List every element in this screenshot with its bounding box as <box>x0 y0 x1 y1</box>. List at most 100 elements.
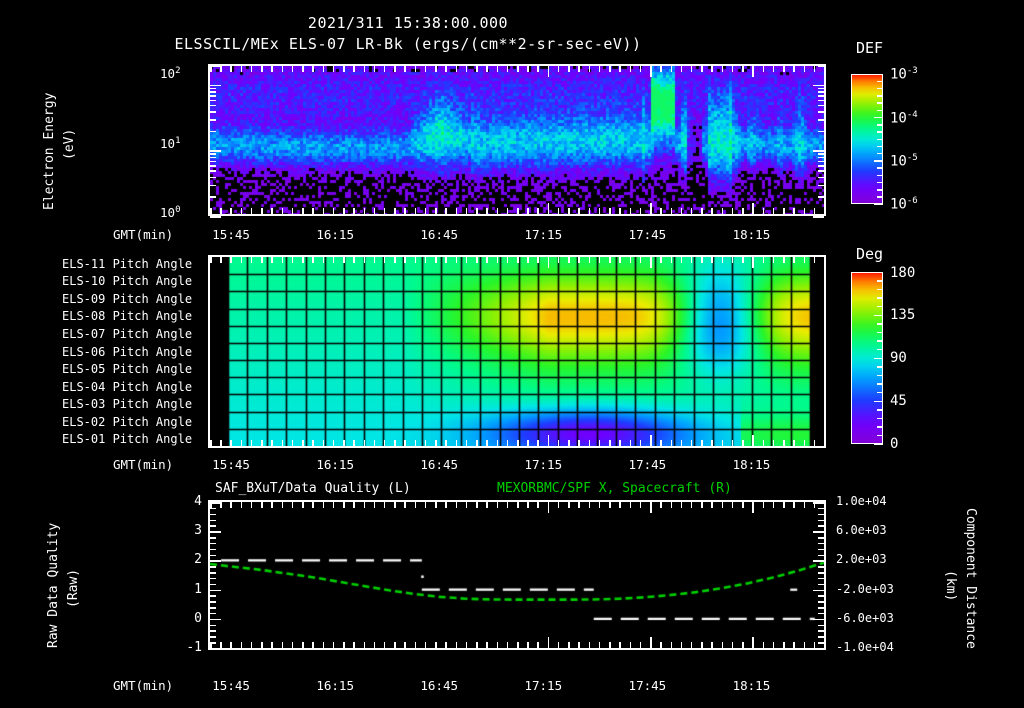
axis-tick-x <box>230 257 232 263</box>
axis-tick-x <box>476 642 478 648</box>
axis-tick-y <box>210 572 216 574</box>
colorbar-tick <box>877 409 883 411</box>
axis-tick-x <box>650 203 652 214</box>
colorbar-tick <box>877 189 883 191</box>
axis-tick-x <box>291 440 294 446</box>
axis-tick-y <box>210 595 216 597</box>
axis-xtick-label: 16:45 <box>420 678 459 693</box>
axis-tick-x <box>261 502 263 508</box>
axis-tick-x <box>731 440 734 446</box>
axis-tick-x <box>383 257 386 263</box>
axis-tick-x <box>629 440 632 446</box>
panel3-ylabel-right-distance: Component Distance <box>963 508 978 649</box>
axis-tick-x <box>721 208 724 214</box>
pitch-angle-row-label: ELS-08 Pitch Angle <box>62 309 193 324</box>
colorbar-tick <box>877 417 883 420</box>
axis-tick-x <box>660 257 662 263</box>
colorbar-tick <box>877 323 883 325</box>
axis-tick-y <box>210 156 216 159</box>
data-quality-panel[interactable] <box>208 500 826 650</box>
axis-tick-x <box>383 66 386 72</box>
axis-tick-x <box>752 257 754 268</box>
axis-tick-y <box>818 87 824 90</box>
axis-tick-x <box>680 208 683 214</box>
axis-tick-x <box>414 642 417 648</box>
axis-tick-x <box>711 642 713 648</box>
axis-tick-x <box>650 435 652 446</box>
axis-tick-y <box>813 150 824 152</box>
page-subtitle: ELSSCIL/MEx ELS-07 LR-Bk (ergs/(cm**2-sr… <box>174 35 642 53</box>
axis-tick-x <box>762 257 765 263</box>
axis-tick-x <box>424 502 427 508</box>
axis-tick-y <box>210 531 221 533</box>
axis-tick-x <box>711 66 713 72</box>
axis-tick-y <box>818 111 824 113</box>
axis-tick-x <box>783 642 785 648</box>
axis-tick-x <box>824 257 826 263</box>
axis-tick-x <box>547 502 550 513</box>
axis-tick-x <box>322 66 325 72</box>
panel3-ytick-right: 2.0e+03 <box>836 552 887 567</box>
axis-tick-x <box>742 502 744 508</box>
axis-tick-y <box>210 589 221 592</box>
panel3-ytick-right: 6.0e+03 <box>836 523 887 538</box>
axis-tick-x <box>312 208 314 214</box>
axis-tick-x <box>731 66 734 72</box>
axis-tick-y <box>210 130 216 133</box>
colorbar-deg-tick-180: 180 <box>890 265 916 281</box>
axis-tick-x <box>711 257 713 263</box>
axis-tick-x <box>332 257 335 263</box>
axis-tick-x <box>332 66 335 72</box>
axis-tick-x <box>271 257 273 263</box>
colorbar-tick <box>874 73 883 75</box>
axis-tick-y <box>210 87 216 90</box>
axis-tick-x <box>496 502 499 508</box>
axis-tick-y <box>813 648 824 650</box>
axis-tick-y <box>210 513 216 516</box>
pitch-angle-row-label: ELS-10 Pitch Angle <box>62 274 193 289</box>
axis-tick-x <box>557 502 560 508</box>
axis-tick-x <box>332 502 335 508</box>
axis-tick-x <box>731 208 734 214</box>
axis-tick-x <box>619 642 621 648</box>
axis-tick-x <box>455 502 458 508</box>
colorbar-tick <box>877 131 883 133</box>
axis-tick-x <box>424 642 427 648</box>
axis-tick-x <box>517 257 519 263</box>
axis-tick-x <box>210 208 212 214</box>
colorbar-def-tick-3: 10-3 <box>890 66 918 83</box>
axis-tick-y <box>210 548 216 551</box>
axis-tick-x <box>547 637 550 648</box>
axis-tick-y <box>818 612 824 615</box>
axis-tick-x <box>803 440 806 446</box>
axis-tick-x <box>762 208 765 214</box>
axis-tick-y <box>210 184 216 187</box>
panel3-ytick-left: -1 <box>186 640 202 655</box>
colorbar-deg-tick-45: 45 <box>890 393 907 409</box>
axis-tick-y <box>818 130 824 133</box>
axis-tick-x <box>476 257 478 263</box>
axis-xtick-label: 15:45 <box>212 457 250 472</box>
axis-tick-y <box>210 104 216 107</box>
axis-tick-y <box>813 560 824 562</box>
axis-tick-x <box>261 642 263 648</box>
axis-tick-y <box>818 176 824 179</box>
axis-tick-x <box>557 257 560 263</box>
axis-tick-x <box>496 642 499 648</box>
pitch-angle-panel[interactable] <box>208 255 826 448</box>
axis-tick-x <box>772 502 775 508</box>
axis-tick-x <box>240 642 243 648</box>
axis-tick-x <box>281 66 284 72</box>
panel3-ytick-right: -6.0e+03 <box>836 610 894 625</box>
colorbar-def-tick-4: 10-4 <box>890 110 918 127</box>
axis-tick-y <box>210 577 216 580</box>
axis-tick-x <box>568 208 570 214</box>
axis-tick-y <box>210 65 221 67</box>
electron-energy-spectrogram-panel[interactable] <box>208 64 826 216</box>
axis-tick-y <box>210 84 221 87</box>
axis-tick-y <box>210 502 221 504</box>
colorbar-def-title: DEF <box>856 39 884 57</box>
axis-tick-x <box>281 440 284 446</box>
pitch-angle-row-label: ELS-04 Pitch Angle <box>62 379 193 394</box>
axis-tick-x <box>680 440 683 446</box>
